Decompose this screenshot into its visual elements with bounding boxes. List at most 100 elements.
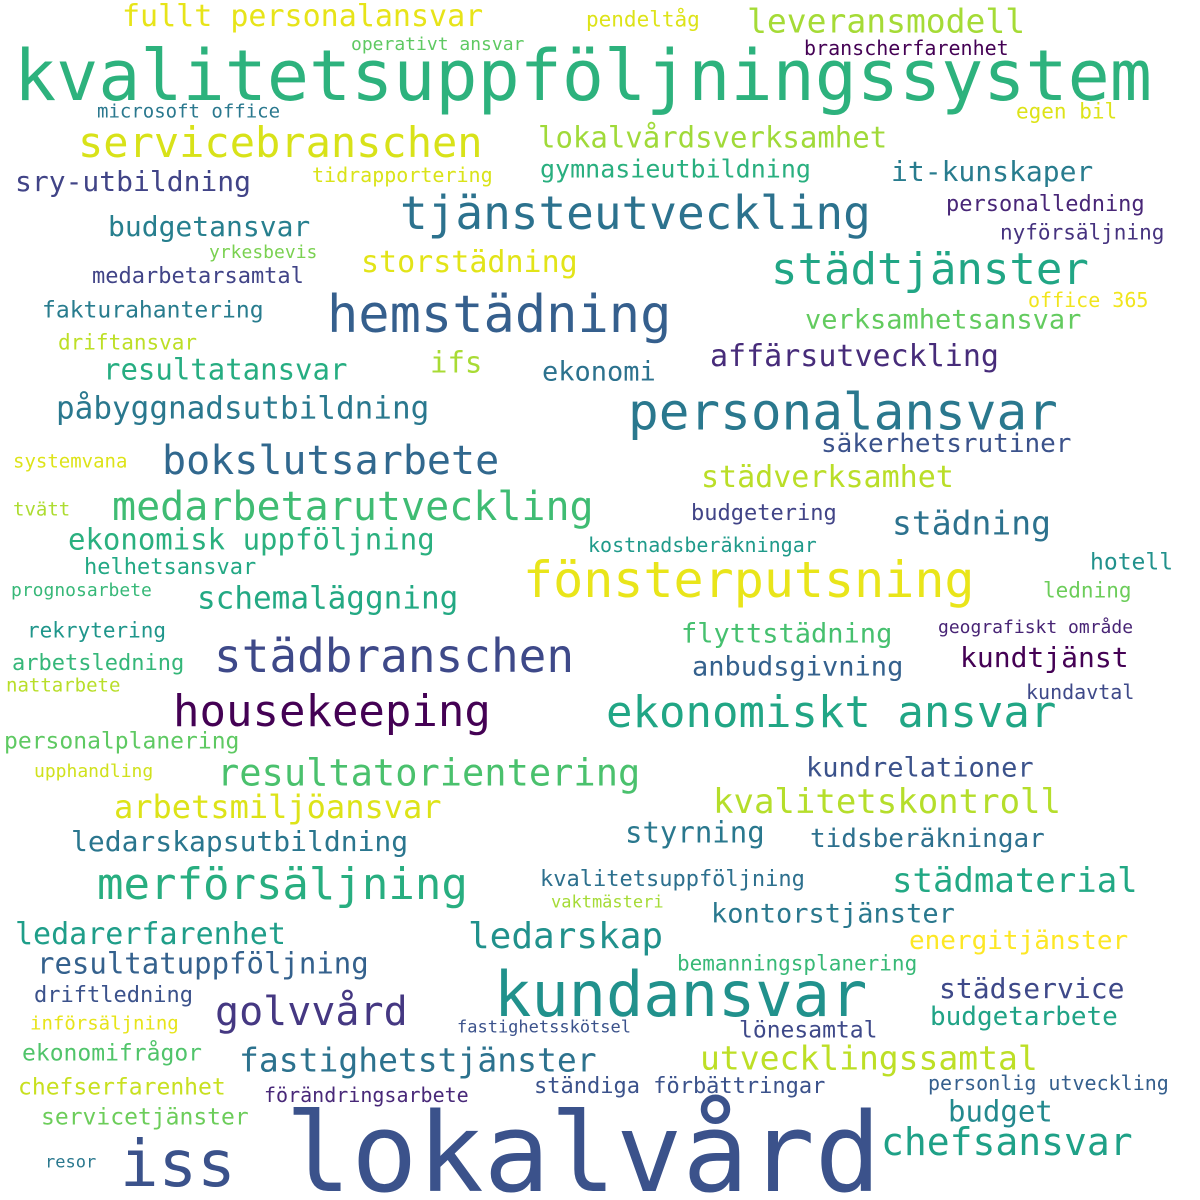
word: ekonomifrågor bbox=[22, 1040, 203, 1067]
word: upphandling bbox=[34, 761, 154, 782]
word: kvalitetskontroll bbox=[713, 782, 1061, 822]
word: fullt personalansvar bbox=[122, 0, 484, 34]
word: budgetering bbox=[691, 501, 837, 526]
word: chefserfarenhet bbox=[18, 1074, 226, 1101]
word: ledarskap bbox=[468, 916, 664, 957]
word: ekonomisk uppföljning bbox=[68, 522, 435, 557]
word: resultatorientering bbox=[217, 751, 641, 795]
word: ekonomiskt ansvar bbox=[606, 687, 1057, 738]
word: energitjänster bbox=[909, 926, 1129, 956]
word: hemstädning bbox=[327, 285, 672, 345]
word: vaktmästeri bbox=[551, 892, 664, 913]
word: rekrytering bbox=[27, 618, 167, 643]
word: office 365 bbox=[1028, 288, 1149, 312]
word: driftledning bbox=[34, 983, 193, 1008]
word: kundtjänst bbox=[960, 641, 1129, 674]
word: kvalitetsuppföljning bbox=[540, 867, 805, 892]
word: nyförsäljning bbox=[1000, 220, 1165, 245]
word: påbyggnadsutbildning bbox=[56, 390, 430, 427]
word: budgetansvar bbox=[108, 210, 311, 243]
word: nattarbete bbox=[6, 674, 121, 697]
word: anbudsgivning bbox=[692, 651, 904, 683]
word: städmaterial bbox=[892, 861, 1138, 901]
word: flyttstädning bbox=[681, 618, 893, 650]
word: ledarerfarenhet bbox=[15, 917, 286, 952]
word: kostnadsberäkningar bbox=[588, 533, 817, 557]
word: prognosarbete bbox=[11, 580, 152, 601]
word: medarbetarsamtal bbox=[92, 264, 304, 289]
word: personalplanering bbox=[4, 728, 240, 755]
word: fakturahantering bbox=[42, 297, 264, 324]
word: housekeeping bbox=[173, 686, 491, 737]
word: personalansvar bbox=[628, 383, 1058, 443]
word: styrning bbox=[625, 815, 765, 850]
word: driftansvar bbox=[58, 330, 198, 355]
word: hotell bbox=[1090, 549, 1174, 576]
word: sry-utbildning bbox=[15, 165, 252, 198]
word: medarbetarutveckling bbox=[112, 484, 594, 530]
word: chefsansvar bbox=[881, 1120, 1133, 1164]
word: resultatansvar bbox=[103, 352, 348, 387]
word: gymnasieutbildning bbox=[540, 154, 811, 184]
word: kundrelationer bbox=[806, 752, 1034, 784]
word: tidrapportering bbox=[312, 163, 493, 187]
word: förändringsarbete bbox=[264, 1083, 469, 1107]
word: arbetsmiljöansvar bbox=[114, 788, 442, 826]
word: säkerhetsrutiner bbox=[821, 429, 1072, 459]
word: systemvana bbox=[13, 450, 128, 473]
word: helhetsansvar bbox=[84, 555, 257, 580]
word: ledarskapsutbildning bbox=[71, 825, 409, 858]
word: storstädning bbox=[361, 245, 578, 280]
word: operativt ansvar bbox=[351, 34, 525, 55]
word: kundavtal bbox=[1026, 680, 1135, 704]
word: tvätt bbox=[13, 498, 71, 521]
word: budget bbox=[948, 1094, 1053, 1129]
word: fönsterputsning bbox=[523, 551, 975, 609]
word: utvecklingssamtal bbox=[700, 1038, 1038, 1078]
word: kundansvar bbox=[494, 958, 868, 1031]
word: iss bbox=[120, 1128, 236, 1200]
word: städning bbox=[892, 503, 1051, 543]
word: branscherfarenhet bbox=[804, 36, 1009, 60]
word: lokalvård bbox=[285, 1089, 882, 1200]
word: servicetjänster bbox=[41, 1104, 249, 1131]
word: tidsberäkningar bbox=[810, 824, 1045, 854]
word: budgetarbete bbox=[930, 1002, 1118, 1032]
word: städtjänster bbox=[771, 244, 1089, 295]
word: tjänsteutveckling bbox=[400, 186, 871, 240]
word: ledning bbox=[1043, 578, 1132, 603]
word: fastighetstjänster bbox=[239, 1040, 597, 1080]
word: bemanningsplanering bbox=[677, 951, 918, 976]
word: geografiskt område bbox=[938, 617, 1134, 638]
word: yrkesbevis bbox=[209, 242, 318, 263]
word: microsoft office bbox=[97, 100, 281, 123]
word: egen bil bbox=[1016, 99, 1118, 124]
word: pendeltåg bbox=[586, 7, 700, 32]
word: kontorstjänster bbox=[711, 898, 955, 930]
word: resultatuppföljning bbox=[37, 946, 369, 981]
word: affärsutveckling bbox=[710, 339, 999, 374]
word: personalledning bbox=[946, 192, 1145, 217]
word: schemaläggning bbox=[197, 580, 459, 617]
word: bokslutsarbete bbox=[162, 438, 500, 484]
word: merförsäljning bbox=[97, 859, 468, 910]
word: personlig utveckling bbox=[928, 1071, 1169, 1095]
word: kvalitetsuppföljningssystem bbox=[14, 35, 1152, 117]
word: lokalvårdsverksamhet bbox=[538, 120, 888, 155]
word: arbetsledning bbox=[12, 651, 185, 676]
word: golvvård bbox=[215, 989, 408, 1035]
word: ständiga förbättringar bbox=[534, 1074, 826, 1099]
word: städverksamhet bbox=[701, 460, 954, 495]
word: servicebranschen bbox=[78, 118, 483, 167]
word: resor bbox=[45, 1152, 97, 1173]
word: ifs bbox=[430, 345, 483, 380]
word: städbranschen bbox=[214, 629, 575, 683]
word: verksamhetsansvar bbox=[805, 304, 1082, 336]
word: städservice bbox=[939, 972, 1125, 1005]
word: ekonomi bbox=[542, 356, 656, 388]
word: leveransmodell bbox=[747, 1, 1026, 41]
word: lönesamtal bbox=[739, 1017, 878, 1044]
word: fastighetsskötsel bbox=[457, 1017, 631, 1038]
word: it-kunskaper bbox=[891, 155, 1094, 188]
